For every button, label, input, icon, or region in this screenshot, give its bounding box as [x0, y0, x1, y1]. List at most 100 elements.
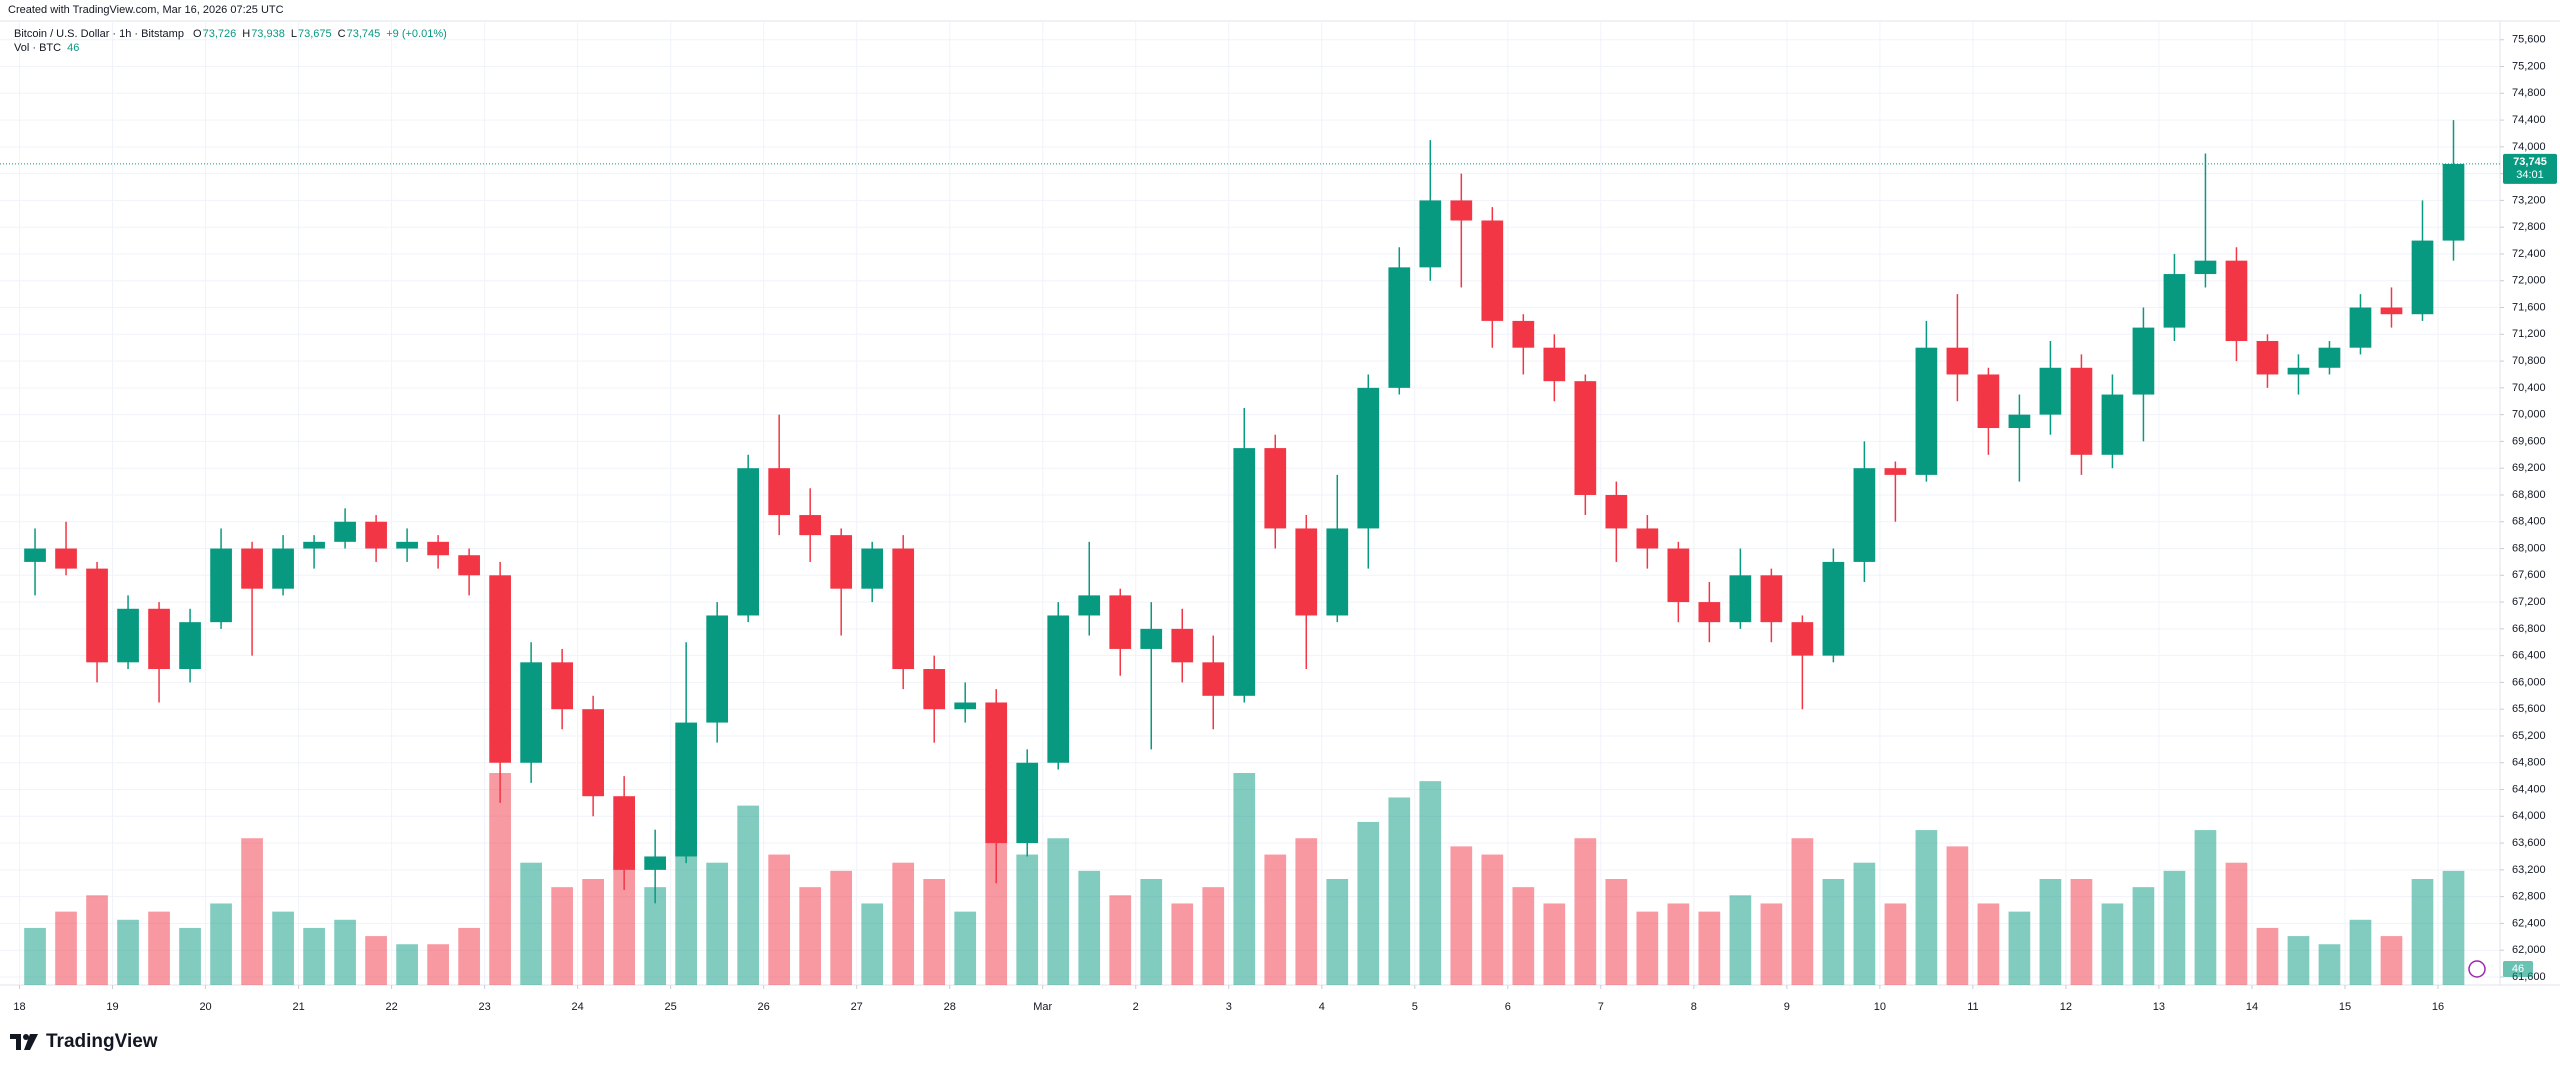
- y-tick-label: 74,800: [2512, 87, 2546, 99]
- volume-bar: [1233, 773, 1256, 985]
- candle-body: [582, 709, 604, 797]
- volume-bar: [1822, 879, 1845, 985]
- volume-bar: [2039, 879, 2062, 985]
- candle-body: [1450, 200, 1473, 221]
- y-tick-label: 67,200: [2512, 596, 2546, 608]
- candle-body: [1791, 622, 1814, 656]
- x-tick-label: 26: [758, 1001, 770, 1013]
- x-tick-label: 11: [1967, 1001, 1978, 1013]
- volume-bar: [148, 911, 170, 985]
- volume-bar: [1543, 903, 1566, 985]
- volume-bar: [24, 927, 46, 985]
- volume-bars: [24, 773, 2465, 985]
- volume-bar: [644, 887, 667, 985]
- candle-body: [861, 548, 884, 589]
- y-tick-label: 63,600: [2512, 837, 2546, 849]
- candle-body: [1326, 528, 1349, 616]
- candle-body: [644, 856, 667, 870]
- candle-body: [2318, 347, 2341, 368]
- volume-bar: [1202, 887, 1225, 985]
- x-tick-label: 25: [665, 1001, 677, 1013]
- volume-legend: Vol · BTC 46: [14, 42, 85, 54]
- volume-bar: [1109, 895, 1132, 985]
- volume-bar: [551, 887, 573, 985]
- volume-bar: [303, 927, 325, 985]
- event-marker: [2468, 960, 2486, 978]
- candle-body: [489, 575, 511, 763]
- volume-bar: [2380, 936, 2403, 985]
- candle-body: [1884, 468, 1907, 475]
- y-tick-label: 75,200: [2512, 60, 2546, 72]
- candle-body: [1078, 595, 1101, 616]
- candle-body: [117, 608, 139, 663]
- candle-body: [1202, 662, 1225, 696]
- candle-body: [1853, 468, 1876, 562]
- volume-bar: [1574, 838, 1597, 985]
- ohlc-value: 73,675: [297, 28, 332, 40]
- volume-bar: [2194, 830, 2217, 985]
- candle-body: [2132, 327, 2155, 395]
- candle-body: [1698, 602, 1721, 623]
- y-tick-label: 66,800: [2512, 623, 2546, 635]
- x-tick-label: 2: [1133, 1001, 1139, 1013]
- candle-body: [148, 608, 170, 670]
- ohlc-value: 73,745: [346, 28, 381, 40]
- y-tick-label: 71,200: [2512, 328, 2546, 340]
- last-price-label: 73,745: [2513, 156, 2547, 168]
- volume-bar: [365, 936, 387, 985]
- volume-bar: [1481, 854, 1504, 985]
- candle-body: [24, 548, 46, 562]
- candle-body: [1295, 528, 1318, 616]
- candle-body: [2287, 367, 2310, 375]
- candle-body: [303, 541, 325, 549]
- candle-body: [1636, 528, 1659, 549]
- volume-bar: [1450, 846, 1473, 985]
- candle-body: [520, 662, 542, 763]
- y-tick-label: 64,000: [2512, 810, 2546, 822]
- y-tick-label: 71,600: [2512, 301, 2546, 313]
- y-tick-label: 70,000: [2512, 409, 2546, 421]
- y-tick-label: 65,600: [2512, 703, 2546, 715]
- candle-body: [1760, 575, 1783, 623]
- brand: TradingView: [10, 1031, 158, 1053]
- candle-body: [1729, 575, 1752, 623]
- candle-body: [365, 521, 387, 549]
- volume-bar: [2442, 870, 2465, 985]
- candle-body: [1233, 448, 1256, 696]
- volume-bar: [1295, 838, 1318, 985]
- volume-bar: [737, 805, 760, 985]
- volume-bar: [1853, 862, 1876, 985]
- y-tick-label: 62,800: [2512, 891, 2546, 903]
- x-tick-label: 14: [2246, 1001, 2258, 1013]
- brand-name: TradingView: [46, 1031, 158, 1052]
- candle-body: [1264, 448, 1287, 529]
- x-tick-label: 16: [2432, 1001, 2444, 1013]
- candle-body: [737, 468, 760, 616]
- volume-bar: [706, 862, 729, 985]
- candle-body: [892, 548, 915, 670]
- candle-body: [55, 548, 77, 569]
- x-tick-label: 27: [851, 1001, 863, 1013]
- ohlc-value: 73,938: [251, 28, 285, 40]
- candle-body: [2411, 240, 2434, 315]
- x-tick-label: 4: [1319, 1001, 1325, 1013]
- volume-bar: [923, 879, 946, 985]
- candle-body: [1574, 381, 1597, 495]
- y-tick-label: 72,800: [2512, 221, 2546, 233]
- volume-bar: [1605, 879, 1628, 985]
- last-price-box: [2503, 153, 2557, 184]
- volume-bar: [675, 830, 698, 985]
- y-tick-label: 62,400: [2512, 917, 2546, 929]
- candle-body: [923, 669, 946, 710]
- candles: [24, 120, 2465, 904]
- candle-body: [706, 615, 729, 723]
- volume-bar: [954, 911, 977, 985]
- volume-bar: [2163, 870, 2186, 985]
- candle-body: [954, 702, 977, 710]
- volume-bar: [2318, 944, 2341, 985]
- y-tick-label: 70,400: [2512, 382, 2546, 394]
- x-tick-label: 5: [1412, 1001, 1418, 1013]
- x-tick-label: 8: [1691, 1001, 1697, 1013]
